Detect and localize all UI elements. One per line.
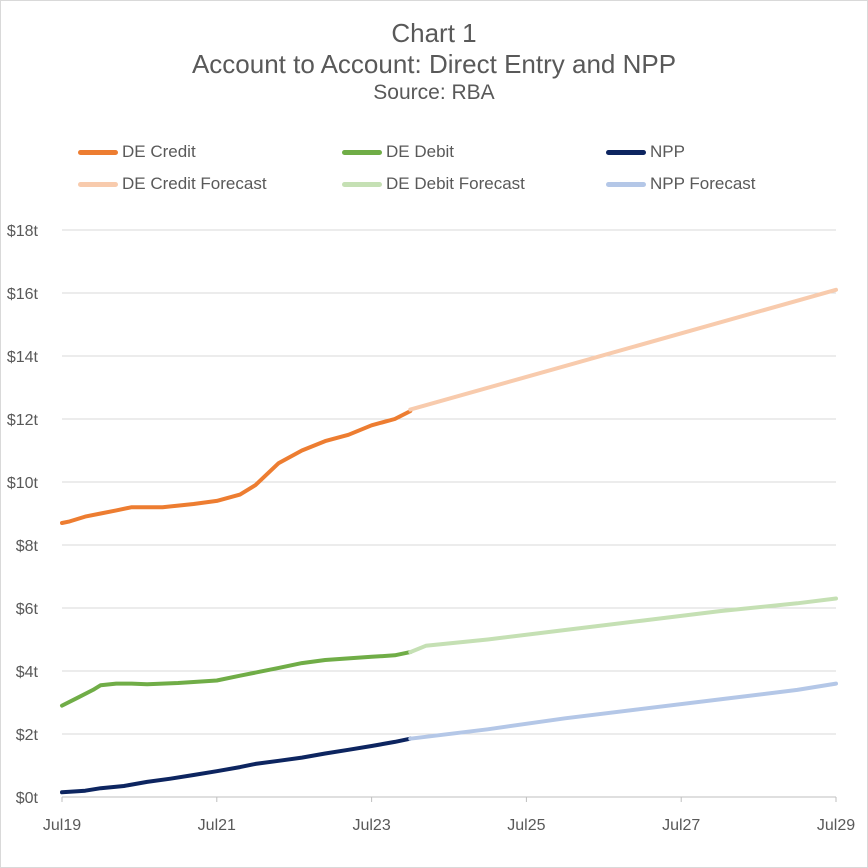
chart-header: Chart 1 Account to Account: Direct Entry… — [0, 18, 868, 106]
y-tick-label: $16t — [7, 286, 39, 303]
legend-item-de-credit-forecast: DE Credit Forecast — [78, 174, 267, 194]
chart-subtitle: Account to Account: Direct Entry and NPP — [191, 49, 677, 79]
y-tick-label: $6t — [16, 601, 39, 618]
legend-swatch-npp-forecast — [606, 181, 646, 187]
y-tick-label: $10t — [7, 475, 39, 492]
legend-label-de-credit-forecast: DE Credit Forecast — [122, 174, 267, 193]
legend-swatch-de-credit — [78, 149, 118, 155]
y-tick-label: $2t — [16, 727, 39, 744]
legend-item-de-debit-forecast: DE Debit Forecast — [342, 174, 525, 194]
y-tick-label: $4t — [16, 664, 39, 681]
legend-swatch-de-credit-forecast — [78, 181, 118, 187]
legend-label-npp: NPP — [650, 142, 685, 161]
series-line-npp-forecast — [408, 681, 838, 741]
y-tick-label: $8t — [16, 538, 39, 555]
legend-label-de-debit: DE Debit — [386, 142, 455, 161]
x-tick-label: Jul19 — [43, 817, 81, 834]
series-line-de-debit — [60, 650, 413, 708]
x-tick-label: Jul29 — [817, 817, 855, 834]
series-line-de-debit-forecast — [408, 596, 838, 655]
legend-swatch-de-debit — [342, 149, 382, 155]
x-tick-label: Jul23 — [352, 817, 390, 834]
y-tick-label: $12t — [7, 412, 39, 429]
legend-item-de-credit: DE Credit — [78, 142, 196, 162]
x-tick-label: Jul21 — [198, 817, 236, 834]
series-line-npp — [60, 736, 413, 795]
legend-label-de-debit-forecast: DE Debit Forecast — [386, 174, 525, 193]
chart-title: Chart 1 — [391, 18, 477, 48]
legend-label-npp-forecast: NPP Forecast — [650, 174, 756, 193]
chart-source: Source: RBA — [373, 81, 495, 104]
series-line-de-credit-forecast — [408, 287, 838, 412]
legend-swatch-npp — [606, 149, 646, 155]
y-tick-label: $14t — [7, 349, 39, 366]
legend-label-de-credit: DE Credit — [122, 142, 196, 161]
legend-item-npp: NPP — [606, 142, 685, 162]
legend-item-de-debit: DE Debit — [342, 142, 454, 162]
y-tick-label: $18t — [7, 223, 39, 240]
x-tick-label: Jul27 — [662, 817, 700, 834]
series-line-de-credit — [60, 409, 413, 525]
legend-item-npp-forecast: NPP Forecast — [606, 174, 756, 194]
x-tick-label: Jul25 — [507, 817, 545, 834]
legend-swatch-de-debit-forecast — [342, 181, 382, 187]
y-tick-label: $0t — [16, 790, 39, 807]
